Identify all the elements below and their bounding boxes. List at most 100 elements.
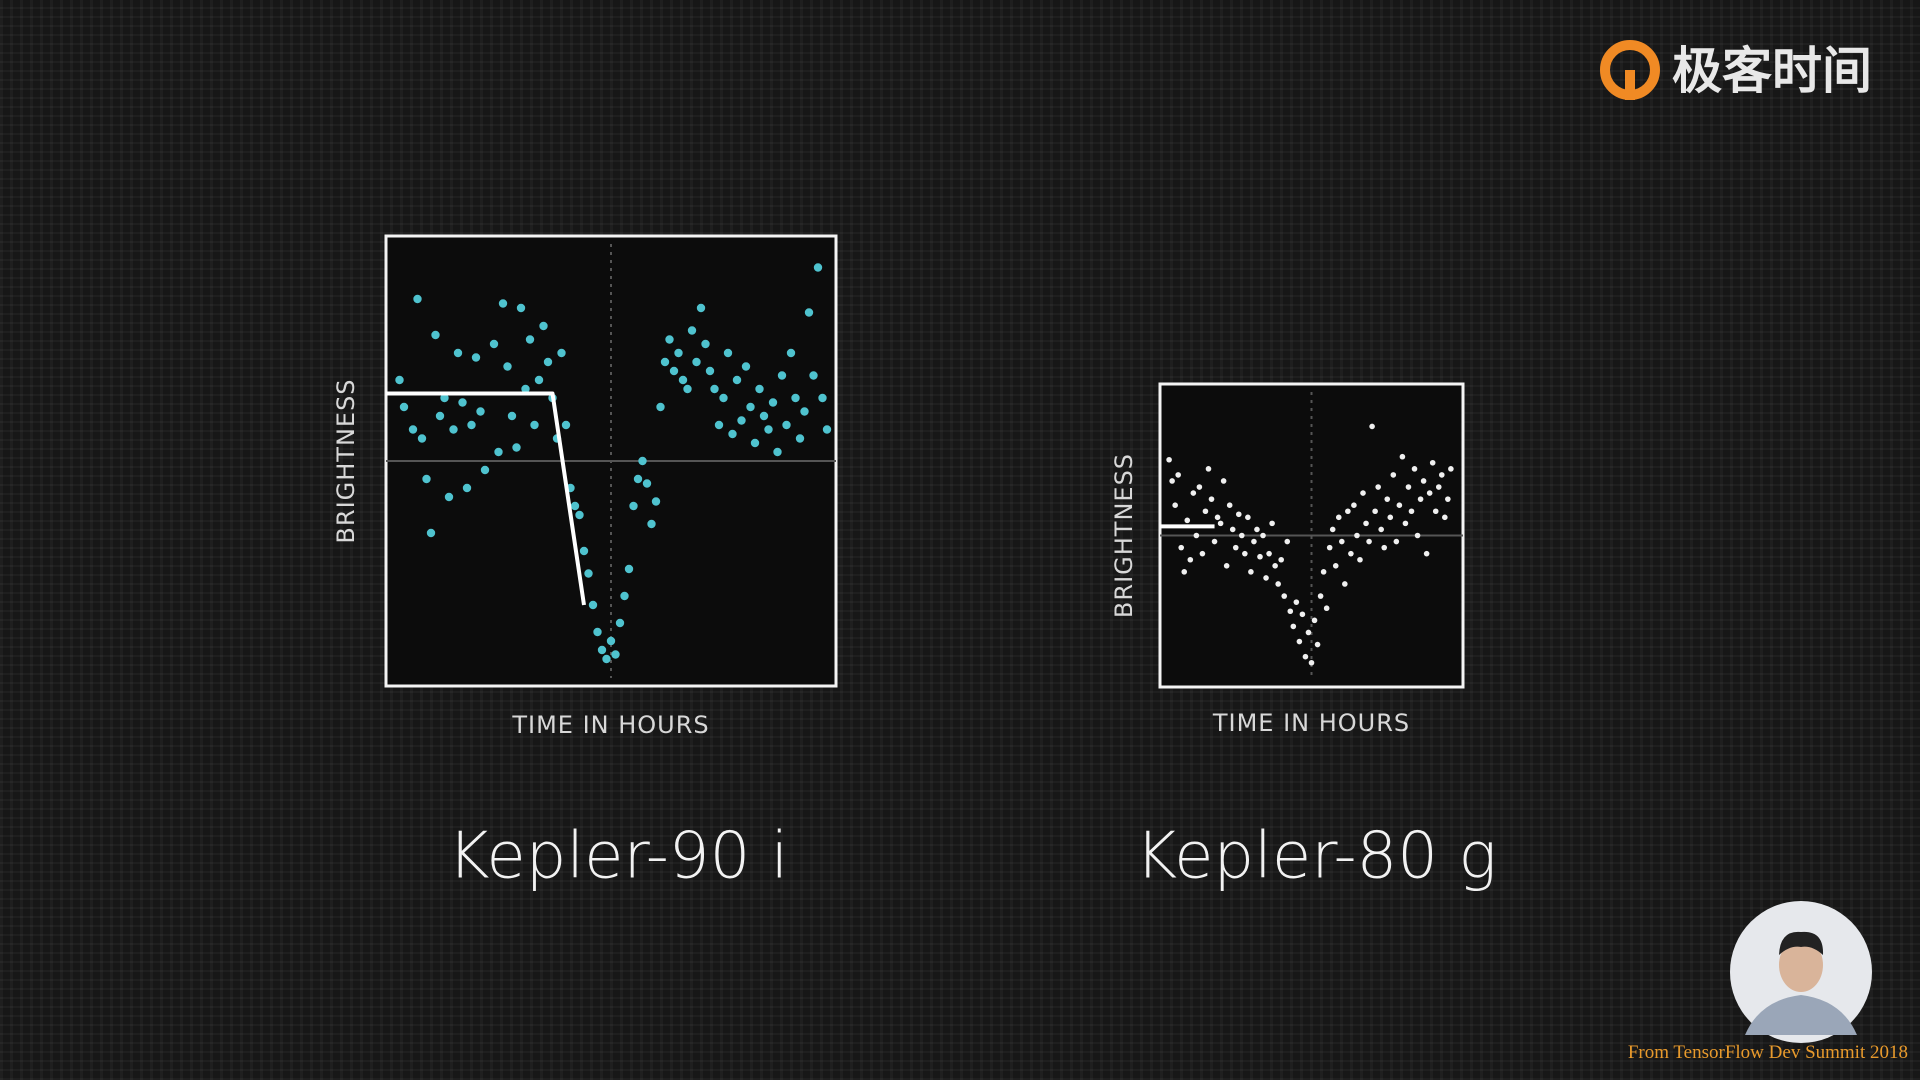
data-point [1248, 569, 1254, 575]
data-point [624, 564, 634, 574]
data-point [822, 425, 832, 434]
data-point [1275, 581, 1281, 587]
data-point [1326, 544, 1333, 551]
data-point [705, 366, 715, 376]
data-point [1290, 623, 1297, 630]
data-point [1381, 544, 1388, 551]
data-point [809, 371, 818, 380]
data-point [620, 591, 629, 601]
data-point [1423, 550, 1430, 557]
data-point [1266, 550, 1272, 557]
data-point [1284, 538, 1291, 545]
data-point [507, 411, 517, 421]
data-point [710, 384, 719, 394]
data-point [638, 456, 647, 466]
data-point [570, 501, 580, 511]
data-point [1214, 514, 1221, 521]
data-point [1354, 532, 1360, 539]
data-point [1335, 514, 1342, 521]
data-point [1348, 550, 1354, 557]
data-point [476, 407, 485, 416]
data-point [408, 425, 418, 434]
data-point [1369, 423, 1375, 430]
data-point [1360, 490, 1366, 496]
data-point [521, 384, 530, 394]
data-point [750, 438, 760, 448]
data-point [714, 420, 724, 430]
presenter-head [1779, 938, 1823, 992]
data-point [723, 348, 733, 358]
data-point [651, 497, 661, 506]
data-point [1435, 484, 1442, 490]
data-point [813, 263, 823, 272]
presenter-hair [1779, 931, 1824, 955]
logo: 极客时间 [1600, 40, 1872, 100]
data-point [1363, 520, 1369, 527]
data-point [1384, 496, 1391, 502]
data-point [1426, 490, 1433, 496]
data-point [1387, 514, 1394, 521]
data-point [1432, 508, 1439, 515]
data-point [660, 357, 670, 367]
data-point [764, 425, 773, 434]
data-point [1442, 514, 1448, 521]
data-point [800, 407, 809, 416]
logo-text: 极客时间 [1672, 42, 1872, 100]
data-point [615, 618, 625, 628]
data-point [1305, 629, 1312, 636]
y-axis-label: BRIGHTNESS [332, 378, 360, 543]
data-point [597, 645, 607, 655]
data-point [1205, 466, 1212, 472]
data-point [1211, 538, 1218, 545]
data-point [1242, 550, 1248, 557]
chart-title: Kepler-80 g [1135, 820, 1496, 894]
data-point [1245, 514, 1251, 521]
data-point [561, 420, 571, 430]
presenter-body [1745, 995, 1857, 1035]
data-point [1414, 532, 1421, 539]
data-point [593, 627, 602, 637]
data-point [1332, 563, 1339, 569]
data-point [1342, 581, 1348, 587]
data-point [395, 375, 404, 385]
data-point [579, 546, 589, 556]
data-point [791, 393, 800, 403]
data-point [422, 474, 431, 484]
data-point [1229, 526, 1236, 533]
data-point [1429, 459, 1436, 466]
data-point [1226, 502, 1233, 509]
data-point [804, 308, 814, 317]
data-point [530, 420, 539, 430]
data-point [1417, 496, 1424, 502]
data-point [1278, 556, 1284, 563]
data-point [1339, 538, 1345, 545]
data-point [1169, 478, 1175, 484]
data-point [611, 650, 620, 659]
data-point [1272, 563, 1278, 569]
data-point [759, 411, 769, 421]
data-point [417, 434, 427, 443]
data-point [602, 654, 611, 664]
data-point [543, 357, 553, 367]
data-point [732, 375, 742, 385]
data-point [399, 402, 409, 412]
data-point [1405, 484, 1412, 490]
data-point [512, 443, 521, 452]
data-point [786, 348, 796, 358]
data-point [719, 393, 728, 403]
data-point [1208, 496, 1215, 502]
data-point [1166, 456, 1172, 463]
data-point [480, 465, 490, 475]
data-point [1175, 472, 1181, 478]
data-point [588, 600, 598, 610]
data-point [426, 528, 436, 538]
data-point [458, 398, 467, 407]
data-point [489, 339, 499, 349]
data-point [494, 447, 503, 457]
data-point [1323, 605, 1330, 612]
data-point [728, 429, 737, 439]
data-point [1293, 599, 1300, 605]
data-point [1372, 508, 1378, 515]
data-point [1445, 496, 1451, 502]
data-point [755, 384, 764, 394]
